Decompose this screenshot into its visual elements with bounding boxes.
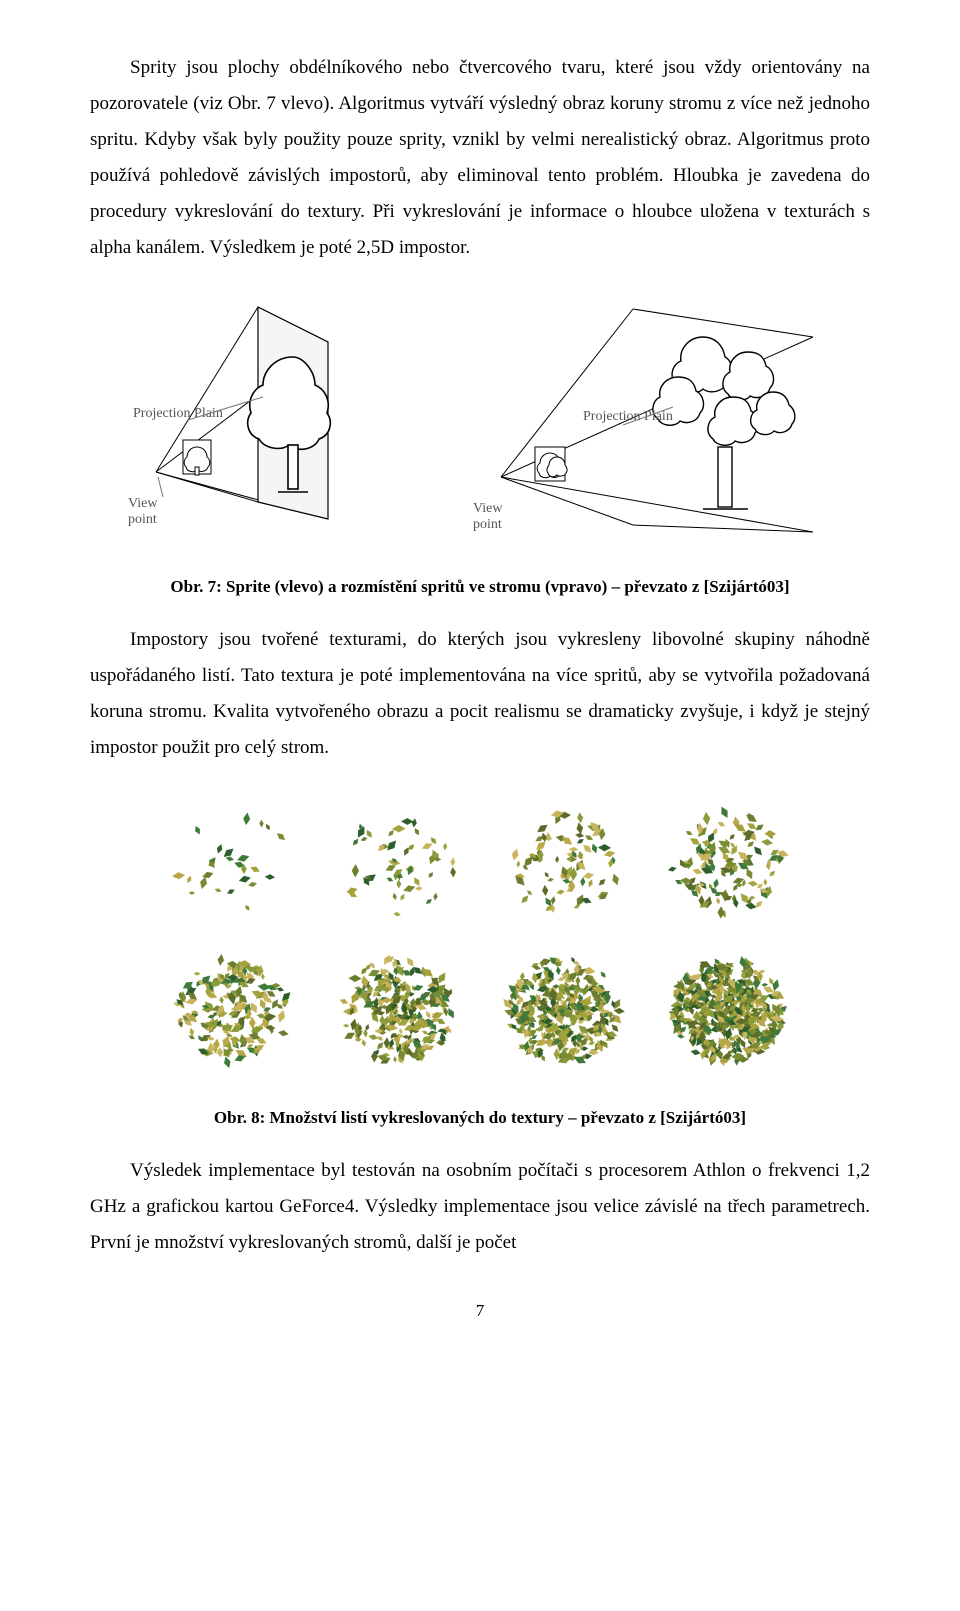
leaf-cluster-2 — [495, 796, 630, 931]
paragraph-3: Výsledek implementace byl testován na os… — [90, 1153, 870, 1261]
page: Sprity jsou plochy obdélníkového nebo čt… — [0, 0, 960, 1361]
paragraph-1: Sprity jsou plochy obdélníkového nebo čt… — [90, 50, 870, 267]
label-view-right-2: point — [473, 517, 502, 532]
leaf-cluster-7 — [660, 943, 795, 1078]
figure-8-grid — [90, 796, 870, 1078]
figure-7: Projection Plain View point — [90, 297, 870, 597]
leaf-cluster-1 — [330, 796, 465, 931]
label-view-left-1: View — [128, 496, 158, 511]
paragraph-2: Impostory jsou tvořené texturami, do kte… — [90, 622, 870, 766]
leaf-cluster-0 — [165, 796, 300, 931]
label-projection-plain-right: Projection Plain — [583, 409, 673, 424]
figure-7-caption: Obr. 7: Sprite (vlevo) a rozmístění spri… — [90, 577, 870, 597]
leaf-row-bottom — [165, 943, 795, 1078]
figure-8-caption: Obr. 8: Množství listí vykreslovaných do… — [90, 1108, 870, 1128]
leaf-row-top — [165, 796, 795, 931]
figure-7-row: Projection Plain View point — [90, 297, 870, 547]
leaf-cluster-3 — [660, 796, 795, 931]
label-view-right-1: View — [473, 501, 503, 516]
page-number: 7 — [90, 1301, 870, 1321]
leaf-cluster-5 — [330, 943, 465, 1078]
leaf-cluster-4 — [165, 943, 300, 1078]
sprite-projection-right: Projection Plain View point — [473, 297, 833, 547]
leaf-cluster-6 — [495, 943, 630, 1078]
figure-8: Obr. 8: Množství listí vykreslovaných do… — [90, 796, 870, 1128]
sprite-projection-left: Projection Plain View point — [128, 297, 433, 547]
label-view-left-2: point — [128, 512, 157, 527]
